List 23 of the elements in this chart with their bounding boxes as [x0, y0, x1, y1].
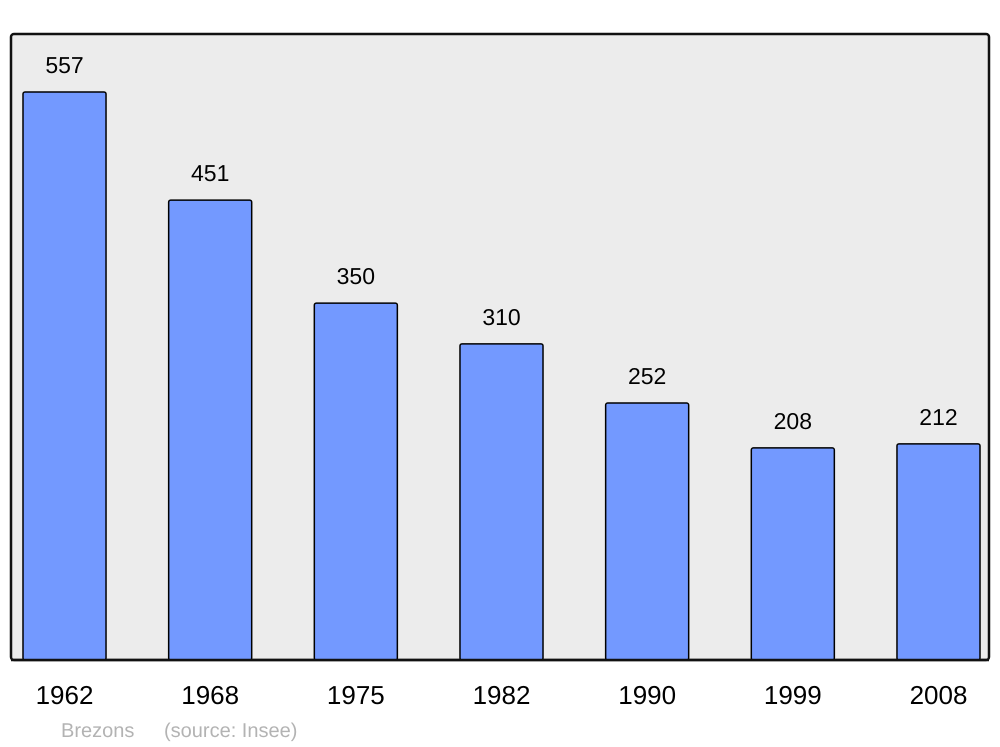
text: Brezons	[61, 720, 134, 742]
data-label: 208	[774, 408, 812, 434]
data-label: 350	[336, 263, 376, 290]
x-tick-label: 1975	[326, 680, 385, 710]
x-tick-label: 1990	[618, 680, 676, 710]
text: (source: Insee)	[164, 720, 298, 742]
x-tick-label: 1962	[36, 680, 94, 710]
data-label: 212	[919, 404, 958, 430]
data-label: 310	[482, 304, 521, 330]
bar	[896, 443, 981, 661]
bar	[314, 302, 398, 661]
bar	[750, 447, 836, 661]
data-label: 252	[628, 363, 666, 390]
x-tick-label: 1999	[764, 680, 822, 710]
bar	[22, 91, 107, 661]
x-tick-label: 1968	[181, 680, 240, 710]
data-label: 451	[190, 160, 230, 186]
data-label: 557	[45, 52, 84, 78]
x-tick-label: 1982	[472, 680, 530, 710]
bar	[459, 343, 544, 661]
bar	[604, 402, 690, 661]
x-tick-label: 2008	[910, 680, 968, 710]
bar	[168, 199, 252, 661]
